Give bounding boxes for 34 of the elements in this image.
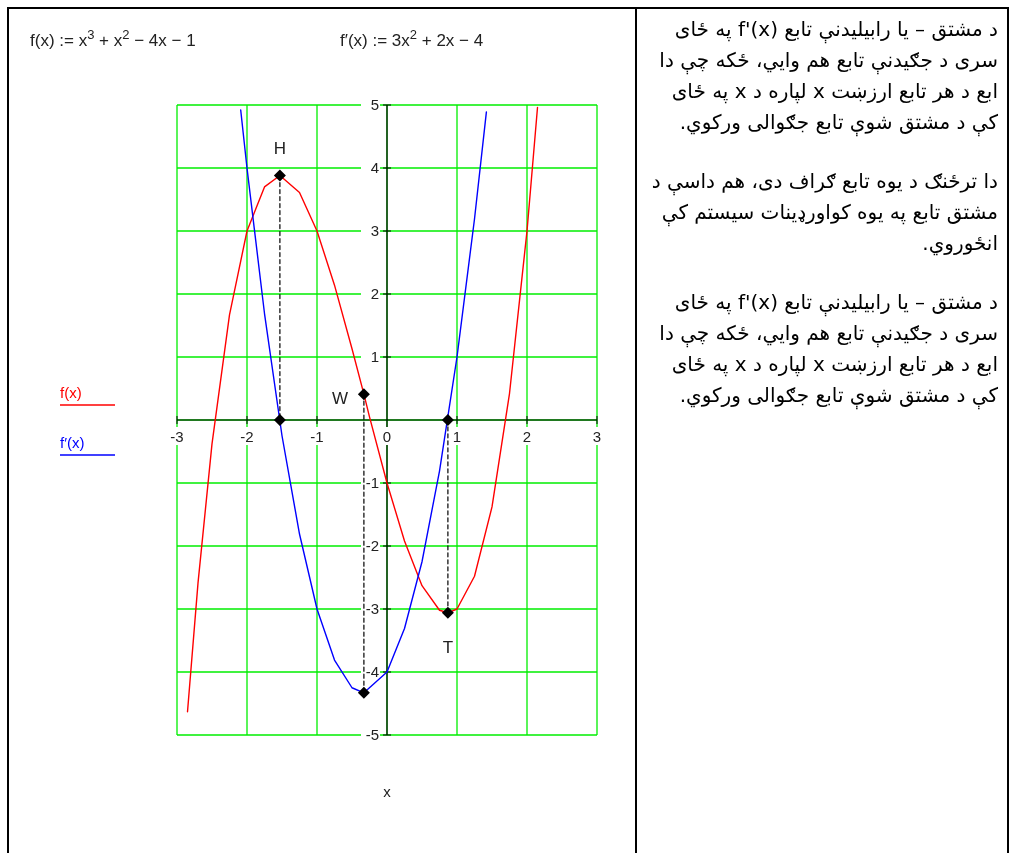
- x-tick-label: -2: [240, 428, 254, 445]
- chart-subtitle: f′(x) := 3x$^{2}$ + 2x − 4: [340, 26, 484, 50]
- text: د مشتق – يا رابيليدنې تابع f'(x) په ځای سرى د جګيدنې تابع هم وايي، ځکه چې دا ابع د هر تابع ارزښت x لپاره د x په ځای کې د مشتق شوې تابع جګوالى ورکوي.: [658, 16, 998, 138]
- y-tick-label: -3: [365, 600, 379, 617]
- text: f(x): [60, 384, 82, 401]
- y-tick-label: -5: [365, 726, 379, 743]
- point: [273, 414, 286, 426]
- point: [357, 686, 370, 699]
- y-tick-label: -2: [365, 537, 379, 554]
- y-tick-label: -1: [365, 474, 379, 491]
- x-tick-label: -1: [310, 428, 324, 445]
- x-axis-title: x: [383, 783, 392, 800]
- y-tick-label: 4: [370, 159, 379, 176]
- annotation: T: [442, 637, 454, 657]
- annotation: W: [331, 389, 348, 409]
- point: [441, 606, 454, 619]
- y-tick-label: 1: [370, 348, 379, 365]
- y-tick-label: -4: [365, 663, 379, 680]
- text: د مشتق – يا رابيليدنې تابع f'(x) په ځای سرى د جګيدنې تابع هم وايي، ځکه چې دا ابع د هر تابع ارزښت x لپاره د x په ځای کې د مشتق شوې تابع جګوالى ورکوي.: [658, 289, 998, 411]
- text: f′(x): [60, 434, 85, 451]
- x-tick-label: -3: [170, 428, 184, 445]
- point: [441, 414, 454, 426]
- x-tick-label: 3: [592, 428, 602, 445]
- text: دا ترځنګ د يوه تابع ګراف دى، هم داسې د مشتق تابع په يوه کواورډينات سيستم کې انځوروي.: [650, 168, 998, 258]
- y-tick-label: 5: [370, 96, 379, 113]
- point: [357, 388, 370, 401]
- point: [273, 169, 286, 182]
- y-tick-label: 2: [370, 285, 379, 302]
- annotation: H: [273, 138, 287, 158]
- x-tick-label: 0: [382, 428, 392, 445]
- x-tick-label: 2: [522, 428, 532, 445]
- chart-title: f(x) := x$^{3}$ + x$^{2}$ − 4x − 1: [30, 26, 196, 50]
- x-tick-label: 1: [452, 428, 462, 445]
- y-tick-label: 3: [370, 222, 379, 239]
